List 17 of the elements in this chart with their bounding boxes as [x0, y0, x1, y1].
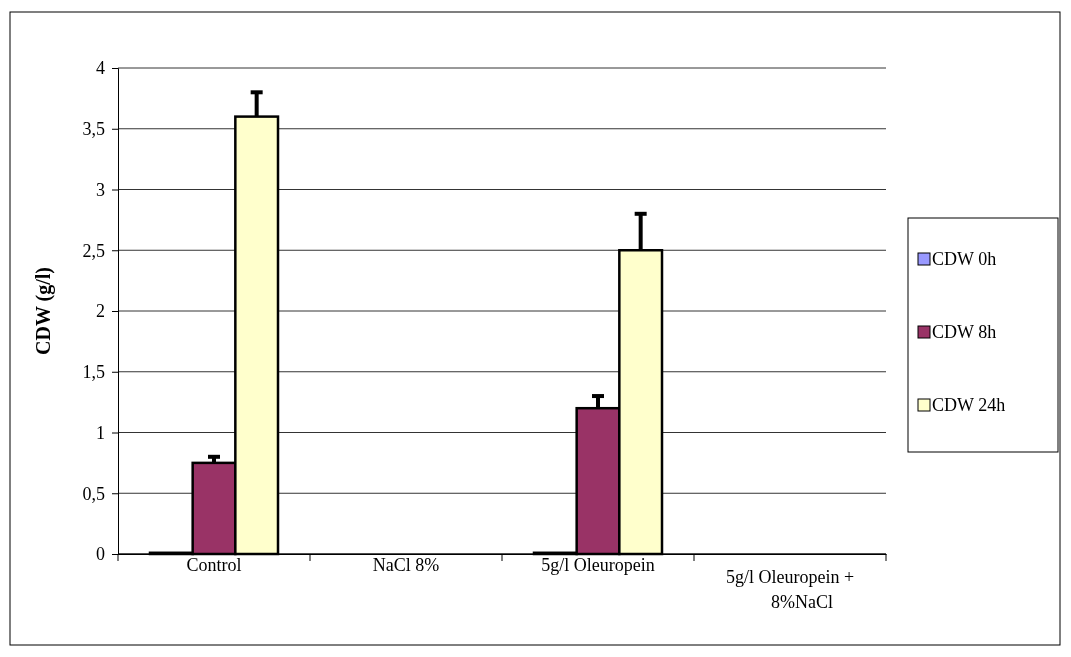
y-tick-label: 3,5 [82, 119, 105, 140]
x-tick-label: NaCl 8% [372, 555, 440, 575]
y-tick-label: 4 [96, 58, 105, 79]
y-tick-label: 3 [96, 179, 105, 200]
legend-label: CDW 0h [932, 249, 997, 269]
y-tick-label: 1 [96, 422, 105, 443]
legend-label: CDW 8h [932, 322, 997, 342]
legend-label: CDW 24h [932, 395, 1006, 415]
x-tick-label: 5g/l Oleuropein [541, 555, 655, 575]
y-tick-label: 2,5 [82, 240, 105, 261]
x-tick-label: 5g/l Oleuropein + 8%NaCl [725, 567, 855, 613]
y-tick-label: 0 [96, 544, 105, 565]
y-tick-label: 1,5 [82, 362, 105, 383]
x-tick-label: Control [186, 555, 242, 575]
y-tick-label: 0,5 [82, 483, 105, 504]
y-axis-title: CDW (g/l) [32, 267, 55, 355]
y-tick-label: 2 [96, 301, 105, 322]
